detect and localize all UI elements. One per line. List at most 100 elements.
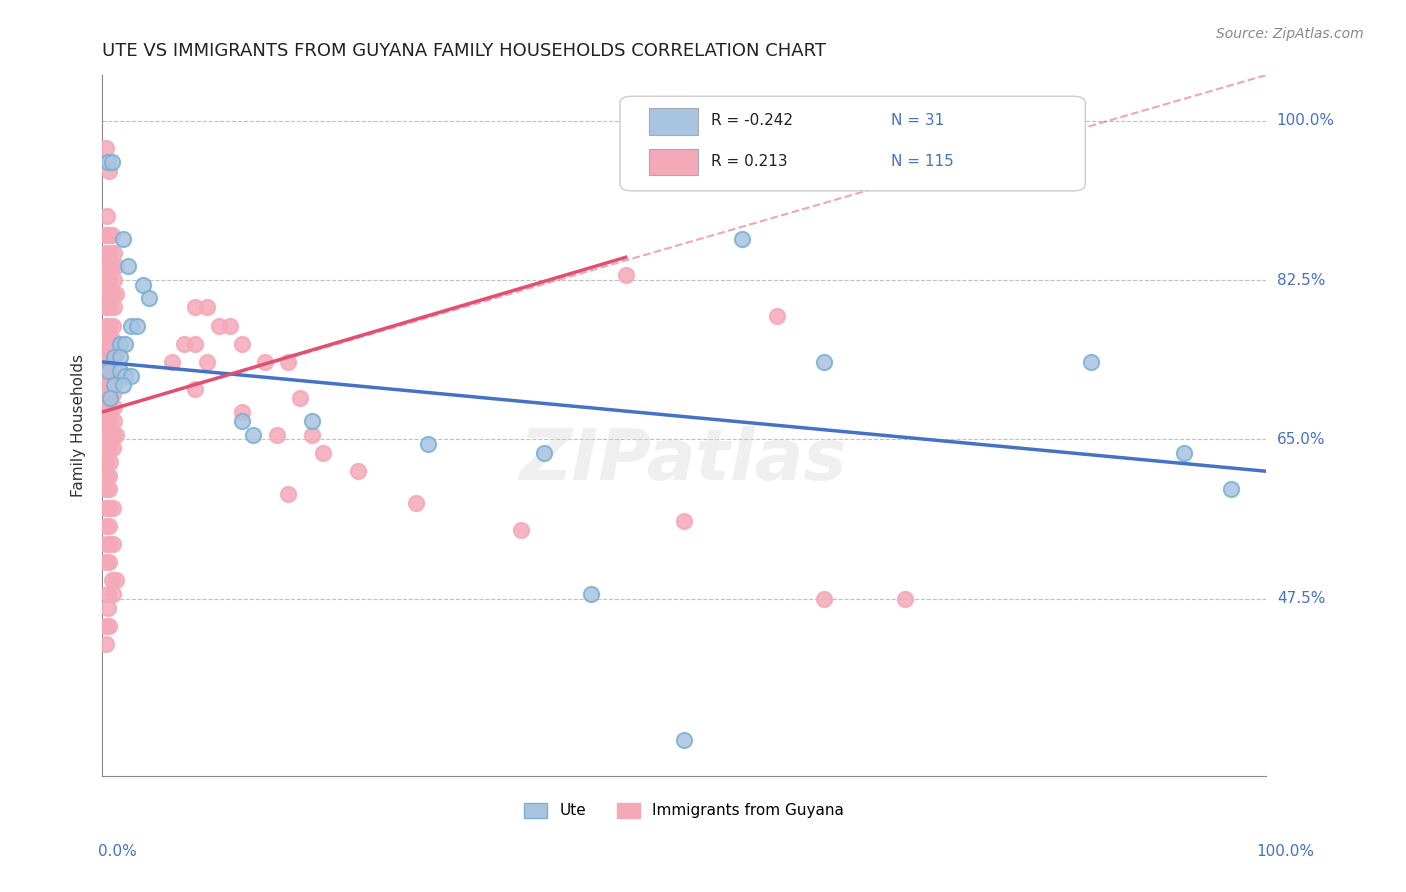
Point (98, 455, 121, 469)
Point (94, 637, 117, 651)
Point (103, 301, 125, 315)
Point (312, 446, 335, 460)
Point (98, 555, 121, 569)
Point (207, 318, 229, 333)
FancyBboxPatch shape (650, 108, 697, 135)
Point (101, 318, 124, 333)
Point (579, 587, 602, 601)
Point (894, 591, 917, 606)
Point (103, 414, 125, 428)
Point (98, 163, 121, 178)
Point (101, 387, 124, 401)
Point (97, 587, 120, 601)
Point (231, 414, 253, 428)
Point (813, 355, 835, 369)
Point (112, 377, 135, 392)
Point (100, 154, 122, 169)
Point (195, 355, 218, 369)
Point (97, 260, 120, 274)
Text: R = -0.242: R = -0.242 (710, 113, 793, 128)
Point (114, 336, 136, 351)
Point (108, 336, 131, 351)
Point (105, 346, 128, 360)
Point (98, 442, 121, 456)
Point (98, 468, 121, 483)
Point (184, 382, 207, 396)
Point (301, 427, 323, 442)
Point (101, 587, 124, 601)
Point (1219, 483, 1241, 497)
Point (195, 301, 218, 315)
Text: 47.5%: 47.5% (1277, 591, 1324, 607)
Point (277, 487, 299, 501)
Text: 82.5%: 82.5% (1277, 273, 1324, 287)
Point (94, 245, 117, 260)
Point (100, 260, 122, 274)
FancyBboxPatch shape (620, 96, 1085, 191)
Point (98, 392, 121, 406)
Point (98, 518, 121, 533)
Text: 100.0%: 100.0% (1257, 845, 1315, 859)
Point (132, 277, 155, 292)
Point (219, 318, 242, 333)
Point (94, 301, 117, 315)
Point (112, 232, 135, 246)
Point (94, 537, 117, 551)
Point (98, 318, 121, 333)
Point (101, 537, 124, 551)
Text: 100.0%: 100.0% (1277, 113, 1334, 128)
Point (100, 332, 122, 346)
Point (101, 346, 124, 360)
Point (94, 359, 117, 374)
Point (94, 455, 117, 469)
Point (101, 500, 124, 515)
Point (510, 524, 533, 538)
Point (98, 301, 121, 315)
Point (127, 318, 149, 333)
Point (101, 442, 124, 456)
Text: 0.0%: 0.0% (98, 845, 138, 859)
Legend: Ute, Immigrants from Guyana: Ute, Immigrants from Guyana (517, 797, 849, 824)
Point (672, 514, 695, 528)
Point (103, 273, 125, 287)
Point (231, 336, 253, 351)
Text: UTE VS IMMIGRANTS FROM GUYANA FAMILY HOUSEHOLDS CORRELATION CHART: UTE VS IMMIGRANTS FROM GUYANA FAMILY HOU… (103, 42, 827, 60)
Point (114, 368, 136, 383)
Point (94, 332, 117, 346)
Point (94, 555, 117, 569)
Point (1173, 446, 1195, 460)
Point (254, 355, 277, 369)
Point (731, 232, 754, 246)
Point (108, 364, 131, 378)
Point (103, 245, 125, 260)
Point (98, 427, 121, 442)
Point (98, 483, 121, 497)
Point (94, 427, 117, 442)
FancyBboxPatch shape (650, 149, 697, 176)
Point (117, 260, 139, 274)
Point (672, 732, 695, 747)
Point (103, 351, 125, 365)
Point (1080, 355, 1102, 369)
Text: 65.0%: 65.0% (1277, 432, 1326, 447)
Point (101, 427, 124, 442)
Point (98, 373, 121, 387)
Point (97, 600, 120, 615)
Point (94, 273, 117, 287)
Point (97, 227, 120, 242)
Point (98, 387, 121, 401)
Point (173, 336, 195, 351)
Point (96, 209, 118, 223)
Point (184, 301, 207, 315)
Point (105, 260, 128, 274)
Text: ZIPatlas: ZIPatlas (520, 426, 848, 495)
Point (120, 368, 142, 383)
Point (231, 405, 253, 419)
Point (98, 500, 121, 515)
Text: N = 115: N = 115 (891, 154, 953, 169)
Point (94, 346, 117, 360)
Point (94, 414, 117, 428)
Point (98, 346, 121, 360)
Point (105, 427, 128, 442)
Point (108, 351, 131, 365)
